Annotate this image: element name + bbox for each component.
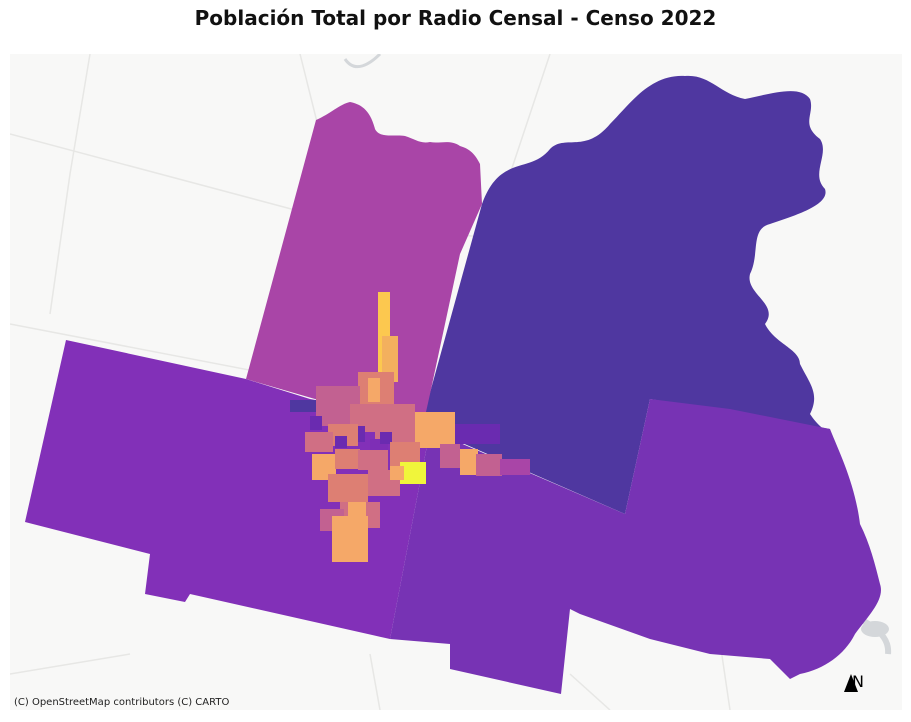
urban-radius[interactable] (332, 516, 368, 562)
urban-radius[interactable] (328, 474, 368, 502)
urban-radius[interactable] (460, 449, 478, 475)
map-attribution: (C) OpenStreetMap contributors (C) CARTO (14, 697, 230, 708)
urban-radius[interactable] (500, 459, 530, 475)
urban-radius[interactable] (455, 424, 500, 444)
north-arrow-icon (844, 674, 858, 692)
urban-radius[interactable] (348, 502, 366, 516)
urban-radius[interactable] (380, 432, 392, 444)
map-title: Población Total por Radio Censal - Censo… (194, 6, 717, 30)
urban-radius[interactable] (440, 444, 460, 468)
urban-radius[interactable] (400, 462, 426, 484)
urban-radius[interactable] (335, 449, 360, 469)
census-radius-northeast[interactable] (420, 75, 830, 514)
urban-radius[interactable] (305, 432, 333, 452)
urban-radius[interactable] (355, 426, 365, 442)
urban-radius[interactable] (390, 466, 404, 480)
census-radius-north[interactable] (246, 102, 482, 430)
urban-radius[interactable] (358, 450, 388, 470)
map-canvas[interactable]: (C) OpenStreetMap contributors (C) CARTO… (10, 54, 902, 710)
urban-radius[interactable] (415, 412, 455, 448)
urban-radius[interactable] (382, 336, 398, 382)
urban-radius[interactable] (335, 436, 347, 448)
urban-radius[interactable] (368, 378, 380, 402)
urban-radius[interactable] (476, 454, 502, 476)
urban-radius[interactable] (290, 400, 316, 412)
urban-radius[interactable] (310, 416, 322, 430)
urban-radii (290, 292, 530, 562)
north-arrow: N (844, 672, 872, 692)
choropleth-map (10, 54, 892, 710)
north-label: N (852, 672, 864, 691)
